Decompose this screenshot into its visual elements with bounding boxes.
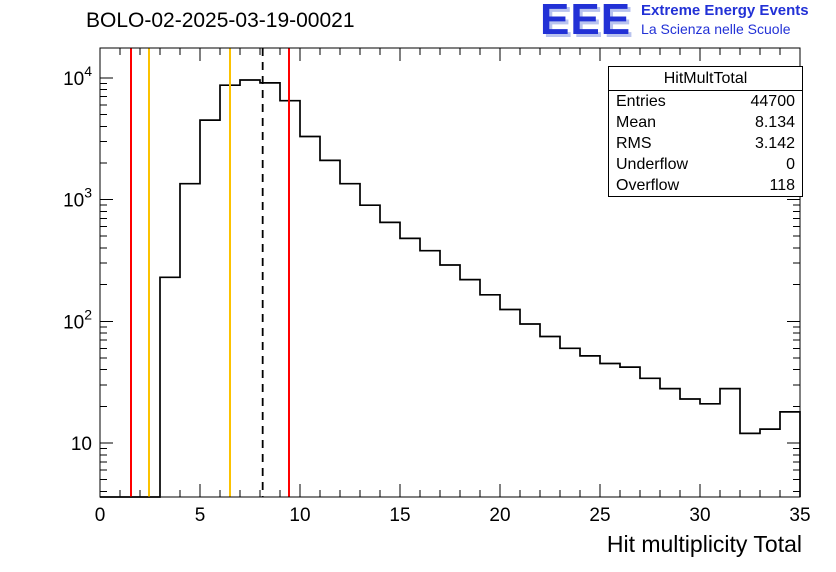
stats-label: Mean (616, 114, 657, 131)
plot-frame (99, 47, 801, 498)
x-tick-label: 15 (389, 505, 410, 526)
stats-label: Entries (616, 93, 666, 110)
eee-logo: EEE Extreme Energy Events La Scienza nel… (540, 0, 809, 44)
x-tick-label: 0 (95, 505, 106, 526)
stats-value: 8.134 (754, 114, 795, 131)
stats-label: Overflow (616, 177, 680, 194)
x-axis-title: Hit multiplicity Total (606, 531, 802, 557)
stats-box: HitMultTotal Entries 44700 Mean 8.134 RM… (608, 66, 803, 197)
histogram-line (100, 79, 801, 498)
axes-group: 0 5 10 15 20 25 30 35 10 102 103 104 (63, 48, 811, 526)
x-tick-label: 35 (789, 505, 810, 526)
stats-row-underflow: Underflow 0 (609, 154, 802, 175)
stats-row-rms: RMS 3.142 (609, 133, 802, 154)
x-tick-label: 30 (689, 505, 710, 526)
stats-label: Underflow (616, 156, 689, 173)
stats-value: 0 (786, 156, 795, 173)
eee-logo-letters: EEE (540, 0, 632, 44)
x-tick-label: 5 (195, 505, 206, 526)
y-tick-label: 10 (71, 434, 92, 455)
eee-logo-text: Extreme Energy Events La Scienza nelle S… (641, 1, 809, 38)
stats-value: 3.142 (754, 135, 795, 152)
y-tick-label: 104 (63, 63, 92, 90)
marker-lines-group (130, 48, 290, 497)
stats-box-title: HitMultTotal (609, 67, 802, 91)
stats-row-mean: Mean 8.134 (609, 112, 802, 133)
stats-value: 118 (769, 177, 795, 194)
x-tick-label: 20 (489, 505, 510, 526)
stats-row-entries: Entries 44700 (609, 91, 802, 112)
x-tick-label: 10 (289, 505, 310, 526)
y-tick-label: 103 (63, 185, 92, 212)
histogram-line-group (100, 79, 801, 498)
y-tick-label: 102 (63, 306, 92, 333)
eee-logo-line1: Extreme Energy Events (641, 2, 809, 19)
stats-label: RMS (616, 135, 652, 152)
stats-row-overflow: Overflow 118 (609, 175, 802, 196)
stats-value: 44700 (750, 93, 796, 110)
plot-title: BOLO-02-2025-03-19-00021 (86, 9, 355, 32)
x-tick-label: 25 (589, 505, 610, 526)
eee-logo-line2: La Scienza nelle Scuole (641, 20, 791, 37)
